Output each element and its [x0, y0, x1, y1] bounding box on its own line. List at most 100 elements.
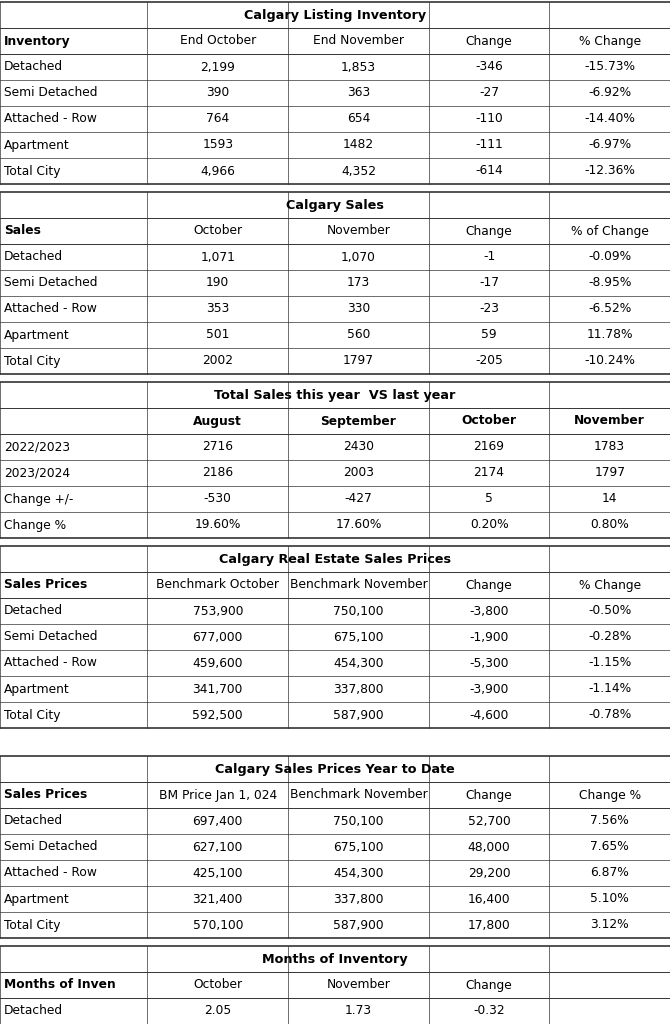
- Text: 173: 173: [347, 276, 370, 290]
- Text: 1482: 1482: [343, 138, 374, 152]
- Text: Attached - Row: Attached - Row: [4, 302, 97, 315]
- Bar: [0, 2, 670, 28]
- Text: Change %: Change %: [579, 788, 641, 802]
- Text: 353: 353: [206, 302, 229, 315]
- Text: Detached: Detached: [4, 251, 63, 263]
- Text: -8.95%: -8.95%: [588, 276, 631, 290]
- Text: 11.78%: 11.78%: [586, 329, 633, 341]
- Text: End October: End October: [180, 35, 256, 47]
- Text: 753,900: 753,900: [192, 604, 243, 617]
- Text: End November: End November: [313, 35, 404, 47]
- Text: 3.12%: 3.12%: [590, 919, 629, 932]
- Text: 2186: 2186: [202, 467, 233, 479]
- Text: Change %: Change %: [4, 518, 66, 531]
- Text: Benchmark November: Benchmark November: [289, 579, 427, 592]
- Text: % Change: % Change: [579, 35, 641, 47]
- Text: -12.36%: -12.36%: [584, 165, 635, 177]
- Text: 14: 14: [602, 493, 618, 506]
- Bar: [0, 382, 670, 408]
- Text: 341,700: 341,700: [192, 683, 243, 695]
- Text: 454,300: 454,300: [333, 656, 384, 670]
- Text: Sales: Sales: [4, 224, 41, 238]
- Text: -10.24%: -10.24%: [584, 354, 635, 368]
- Text: % Change: % Change: [579, 579, 641, 592]
- Text: 1,071: 1,071: [200, 251, 235, 263]
- Text: -23: -23: [479, 302, 499, 315]
- Text: August: August: [194, 415, 242, 427]
- Text: 587,900: 587,900: [333, 919, 384, 932]
- Text: 16,400: 16,400: [468, 893, 511, 905]
- Text: -530: -530: [204, 493, 232, 506]
- Text: Total City: Total City: [4, 709, 60, 722]
- Text: Sales Prices: Sales Prices: [4, 579, 87, 592]
- Text: Sales Prices: Sales Prices: [4, 788, 87, 802]
- Text: Attached - Row: Attached - Row: [4, 656, 97, 670]
- Text: November: November: [574, 415, 645, 427]
- Text: 17,800: 17,800: [468, 919, 511, 932]
- Text: Inventory: Inventory: [4, 35, 70, 47]
- Text: 425,100: 425,100: [192, 866, 243, 880]
- Text: -111: -111: [475, 138, 503, 152]
- Text: 2.05: 2.05: [204, 1005, 231, 1018]
- Text: Detached: Detached: [4, 604, 63, 617]
- Text: -6.92%: -6.92%: [588, 86, 631, 99]
- Text: Total Sales this year  VS last year: Total Sales this year VS last year: [214, 388, 456, 401]
- Text: 1797: 1797: [594, 467, 625, 479]
- Text: -1.14%: -1.14%: [588, 683, 631, 695]
- Text: 459,600: 459,600: [192, 656, 243, 670]
- Text: BM Price Jan 1, 024: BM Price Jan 1, 024: [159, 788, 277, 802]
- Text: -346: -346: [475, 60, 503, 74]
- Text: 363: 363: [347, 86, 370, 99]
- Text: November: November: [326, 224, 391, 238]
- Text: -0.09%: -0.09%: [588, 251, 631, 263]
- Text: Benchmark October: Benchmark October: [156, 579, 279, 592]
- Text: 587,900: 587,900: [333, 709, 384, 722]
- Text: 677,000: 677,000: [192, 631, 243, 643]
- Text: October: October: [193, 224, 243, 238]
- Text: Change: Change: [466, 579, 513, 592]
- Text: Detached: Detached: [4, 60, 63, 74]
- Text: Change: Change: [466, 35, 513, 47]
- Text: 2003: 2003: [343, 467, 374, 479]
- Text: -15.73%: -15.73%: [584, 60, 635, 74]
- Text: November: November: [326, 979, 391, 991]
- Text: -1,900: -1,900: [470, 631, 509, 643]
- Text: 4,352: 4,352: [341, 165, 376, 177]
- Text: September: September: [320, 415, 397, 427]
- Text: Change +/-: Change +/-: [4, 493, 74, 506]
- Text: 2,199: 2,199: [200, 60, 235, 74]
- Text: -17: -17: [479, 276, 499, 290]
- Text: 675,100: 675,100: [333, 631, 384, 643]
- Text: 675,100: 675,100: [333, 841, 384, 853]
- Text: 59: 59: [481, 329, 497, 341]
- Text: -110: -110: [475, 113, 503, 126]
- Text: -6.52%: -6.52%: [588, 302, 631, 315]
- Text: -1.15%: -1.15%: [588, 656, 631, 670]
- Text: Change: Change: [466, 788, 513, 802]
- Text: -4,600: -4,600: [470, 709, 509, 722]
- Text: October: October: [462, 415, 517, 427]
- Text: -0.28%: -0.28%: [588, 631, 631, 643]
- Text: 1,853: 1,853: [341, 60, 376, 74]
- Text: 2716: 2716: [202, 440, 233, 454]
- Text: 2174: 2174: [474, 467, 505, 479]
- Text: 0.80%: 0.80%: [590, 518, 629, 531]
- Text: -14.40%: -14.40%: [584, 113, 635, 126]
- Text: Detached: Detached: [4, 1005, 63, 1018]
- Text: -27: -27: [479, 86, 499, 99]
- Text: -0.78%: -0.78%: [588, 709, 631, 722]
- Text: 321,400: 321,400: [192, 893, 243, 905]
- Text: Semi Detached: Semi Detached: [4, 631, 98, 643]
- Text: Semi Detached: Semi Detached: [4, 86, 98, 99]
- Text: Semi Detached: Semi Detached: [4, 841, 98, 853]
- Text: 48,000: 48,000: [468, 841, 511, 853]
- Text: Change: Change: [466, 224, 513, 238]
- Text: 29,200: 29,200: [468, 866, 511, 880]
- Text: Total City: Total City: [4, 354, 60, 368]
- Text: -1: -1: [483, 251, 495, 263]
- Text: -0.32: -0.32: [473, 1005, 505, 1018]
- Text: 454,300: 454,300: [333, 866, 384, 880]
- Text: 501: 501: [206, 329, 229, 341]
- Text: 750,100: 750,100: [333, 814, 384, 827]
- Text: Attached - Row: Attached - Row: [4, 866, 97, 880]
